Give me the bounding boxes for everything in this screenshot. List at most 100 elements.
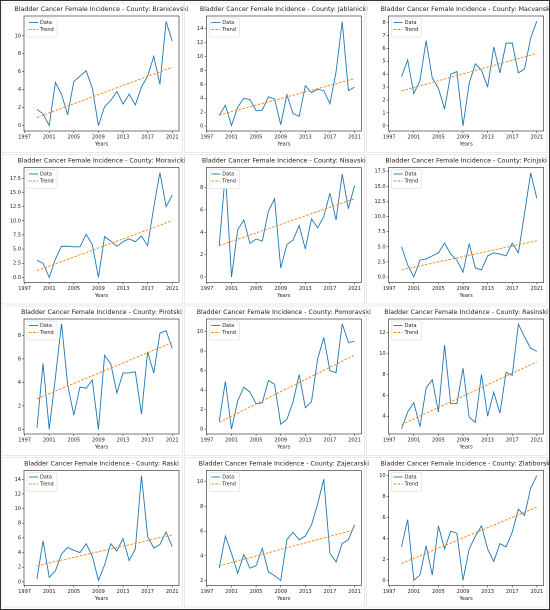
x-tick-label: 2001 (225, 589, 238, 595)
x-tick-label: 1997 (383, 135, 396, 141)
plot-area (388, 318, 544, 435)
x-tick-label: 2013 (299, 438, 312, 444)
y-tick-label: 4 (382, 536, 385, 542)
panel-frame (1, 154, 183, 305)
y-tick-label: 8 (200, 185, 203, 191)
series-line (401, 361, 538, 425)
plot-area (23, 167, 180, 283)
y-tick-label: 6 (382, 393, 385, 399)
x-tick-label: 2017 (141, 286, 154, 292)
x-tick-label: 2021 (348, 589, 361, 595)
legend-label: Data (40, 475, 52, 481)
y-tick-label: 6 (200, 529, 203, 535)
x-tick-label: 2001 (407, 286, 420, 292)
y-tick-label: 5 (382, 59, 385, 65)
x-tick-label: 2017 (141, 589, 154, 595)
legend-label: Trend (39, 27, 54, 33)
y-tick-label: 8 (18, 51, 21, 57)
x-axis-label: Years (276, 596, 291, 602)
x-tick-label: 2021 (530, 589, 543, 595)
legend-label: Data (222, 172, 234, 178)
y-tick-label: 8 (382, 372, 385, 378)
y-tick-label: 1 (382, 110, 385, 116)
y-tick-label: 4 (382, 414, 385, 420)
y-tick-label: 7 (382, 33, 385, 39)
plot-area (388, 167, 544, 283)
series-line (219, 78, 355, 116)
x-tick-label: 2013 (481, 438, 494, 444)
y-tick-label: 4 (200, 230, 203, 236)
panel-frame (366, 457, 548, 608)
y-tick-label: 4 (18, 550, 21, 556)
y-tick-label: 10.0 (10, 218, 21, 224)
series-line (218, 323, 355, 430)
x-tick-label: 2005 (432, 589, 445, 595)
x-tick-label: 2017 (506, 286, 519, 292)
x-axis-label: Years (276, 142, 291, 148)
panel: Bladder Cancer Female Incidence - County… (366, 154, 548, 305)
plot-area (206, 470, 362, 586)
y-tick-label: 17.5 (374, 169, 385, 175)
y-tick-label: 0 (200, 124, 203, 130)
x-axis-label: Years (94, 596, 109, 602)
legend-label: Trend (39, 330, 54, 336)
x-tick-label: 1997 (18, 286, 31, 292)
x-tick-label: 1997 (383, 589, 396, 595)
legend-label: Data (222, 323, 234, 329)
legend-label: Trend (404, 179, 419, 185)
y-tick-label: 14 (15, 477, 21, 483)
series-line (36, 475, 173, 582)
panel: Bladder Cancer Female Incidence - County… (184, 154, 366, 305)
series-line (401, 240, 537, 271)
y-tick-label: 3 (382, 85, 385, 91)
series-line (219, 354, 355, 423)
legend-label: Trend (39, 482, 54, 488)
x-axis-label: Years (458, 293, 473, 299)
y-tick-label: 5.0 (378, 244, 386, 250)
x-tick-label: 2021 (530, 438, 543, 444)
y-tick-label: 6 (18, 356, 21, 362)
y-tick-label: 0 (18, 579, 21, 585)
x-axis-label: Years (94, 142, 109, 148)
series-line (36, 66, 173, 118)
y-tick-label: 15.0 (374, 184, 385, 190)
x-tick-label: 2005 (250, 135, 263, 141)
legend-label: Trend (39, 179, 54, 185)
x-tick-label: 2013 (117, 438, 130, 444)
plot-area (206, 318, 362, 435)
plot-area (206, 167, 362, 283)
y-tick-label: 7.5 (378, 229, 386, 235)
x-tick-label: 2001 (407, 589, 420, 595)
y-tick-label: 6 (200, 82, 203, 88)
y-tick-label: 12 (379, 330, 385, 336)
x-tick-label: 2009 (457, 286, 470, 292)
x-tick-label: 2009 (457, 135, 470, 141)
legend-label: Trend (221, 179, 236, 185)
y-tick-label: 0.0 (378, 275, 386, 281)
x-tick-label: 2005 (67, 589, 80, 595)
x-tick-label: 2005 (250, 286, 263, 292)
x-axis-label: Years (276, 445, 291, 451)
panel-frame (366, 305, 548, 456)
series-line (218, 173, 355, 277)
x-tick-label: 2001 (43, 286, 56, 292)
y-tick-label: 2 (200, 110, 203, 116)
series-line (401, 506, 538, 564)
panel-frame (366, 2, 548, 153)
x-tick-label: 2021 (530, 286, 543, 292)
chart-title: Bladder Cancer Female Incidence - County… (199, 461, 370, 468)
y-tick-label: 4 (382, 72, 385, 78)
x-tick-label: 2013 (481, 589, 494, 595)
x-tick-label: 2001 (225, 286, 238, 292)
y-tick-label: 4 (200, 96, 203, 102)
y-tick-label: 14 (197, 26, 203, 32)
x-axis-label: Years (94, 445, 109, 451)
y-tick-label: 8 (200, 68, 203, 74)
chart-title: Bladder Cancer Female Incidence - County… (380, 461, 550, 468)
y-tick-label: 10.0 (374, 214, 385, 220)
y-tick-label: 10 (197, 479, 203, 485)
x-tick-label: 1997 (201, 589, 214, 595)
